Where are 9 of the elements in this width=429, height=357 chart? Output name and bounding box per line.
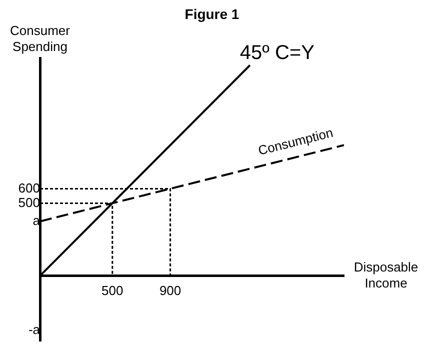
y-tick-label: a: [32, 212, 41, 228]
chart-title: Figure 1: [184, 6, 240, 22]
y-tick-label: 600: [18, 180, 40, 196]
y-tick-label: -a: [28, 322, 41, 337]
x-tick-label: 900: [159, 283, 182, 298]
y-axis-title: Consumer Spending: [10, 23, 71, 54]
series-label: 45º C=Y: [240, 42, 314, 64]
y-tick-label: 500: [18, 194, 40, 210]
x-axis-title: Disposable Income: [354, 259, 418, 290]
